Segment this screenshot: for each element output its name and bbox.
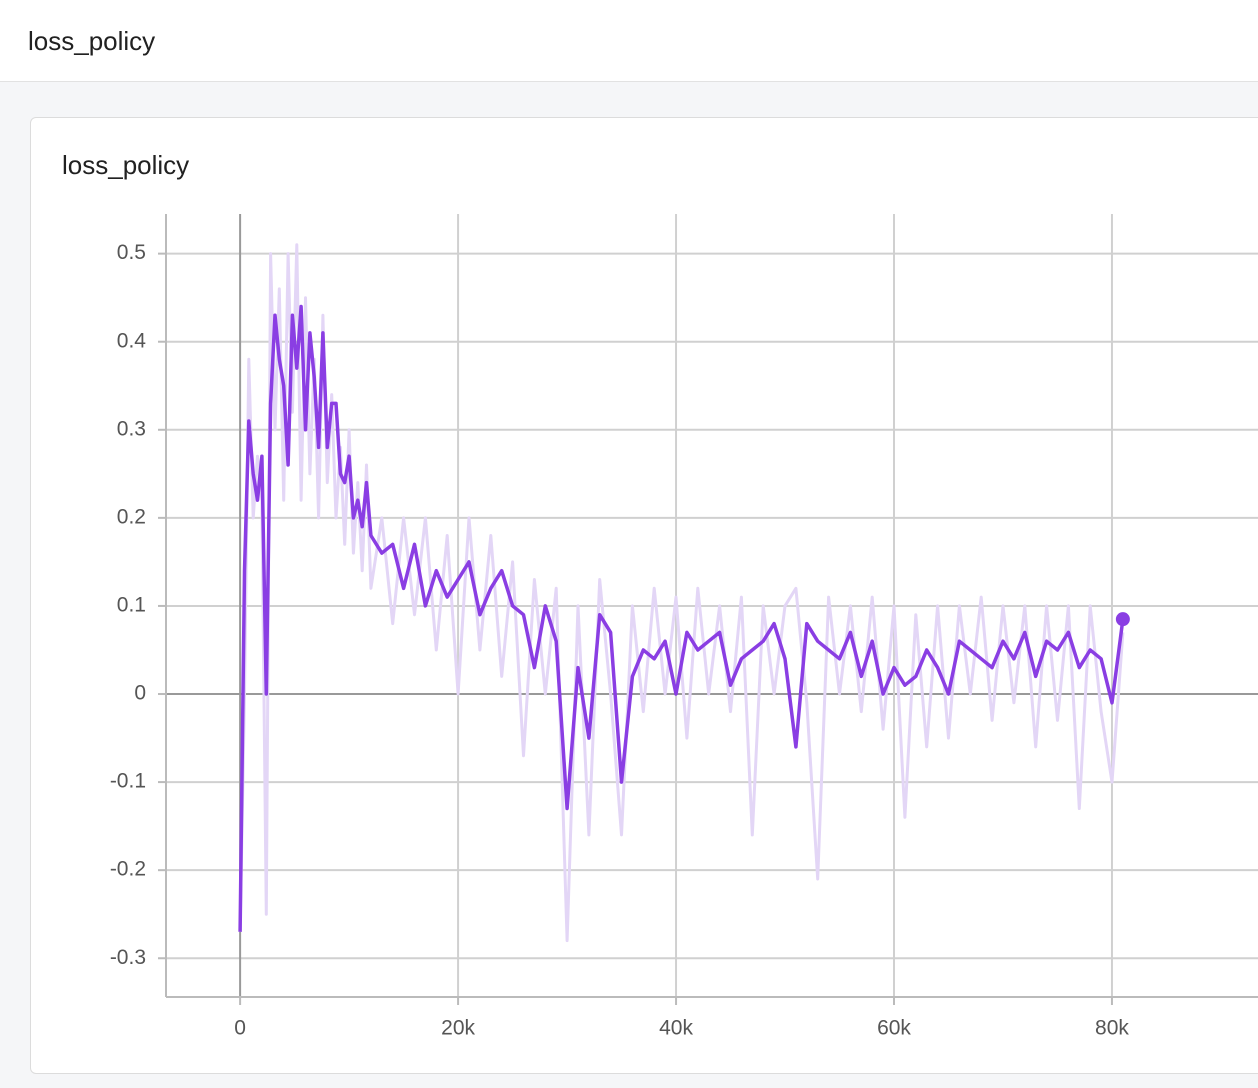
y-tick-label: -0.2 bbox=[110, 858, 146, 881]
y-tick-label: 0.3 bbox=[117, 417, 146, 440]
y-tick-label: 0.2 bbox=[117, 505, 146, 528]
x-tick-label: 60k bbox=[877, 1017, 911, 1040]
x-tick-label: 40k bbox=[659, 1017, 693, 1040]
x-tick-label: 20k bbox=[441, 1017, 475, 1040]
y-tick-label: -0.3 bbox=[110, 946, 146, 969]
y-tick-label: -0.1 bbox=[110, 770, 146, 793]
y-tick-label: 0.4 bbox=[117, 329, 147, 352]
x-tick-label: 0 bbox=[234, 1017, 246, 1040]
last-point bbox=[1115, 612, 1130, 627]
y-tick-label: 0.1 bbox=[117, 593, 146, 616]
series-line bbox=[238, 304, 1125, 932]
chart-title: loss_policy bbox=[62, 150, 190, 180]
header: loss_policy bbox=[0, 0, 1258, 82]
y-tick-label: 0 bbox=[134, 682, 146, 705]
card bbox=[30, 117, 1258, 1074]
series-line bbox=[238, 243, 1125, 943]
x-tick-label: 80k bbox=[1095, 1017, 1129, 1040]
y-tick-label: 0.5 bbox=[117, 241, 146, 264]
header-title: loss_policy bbox=[28, 26, 156, 56]
